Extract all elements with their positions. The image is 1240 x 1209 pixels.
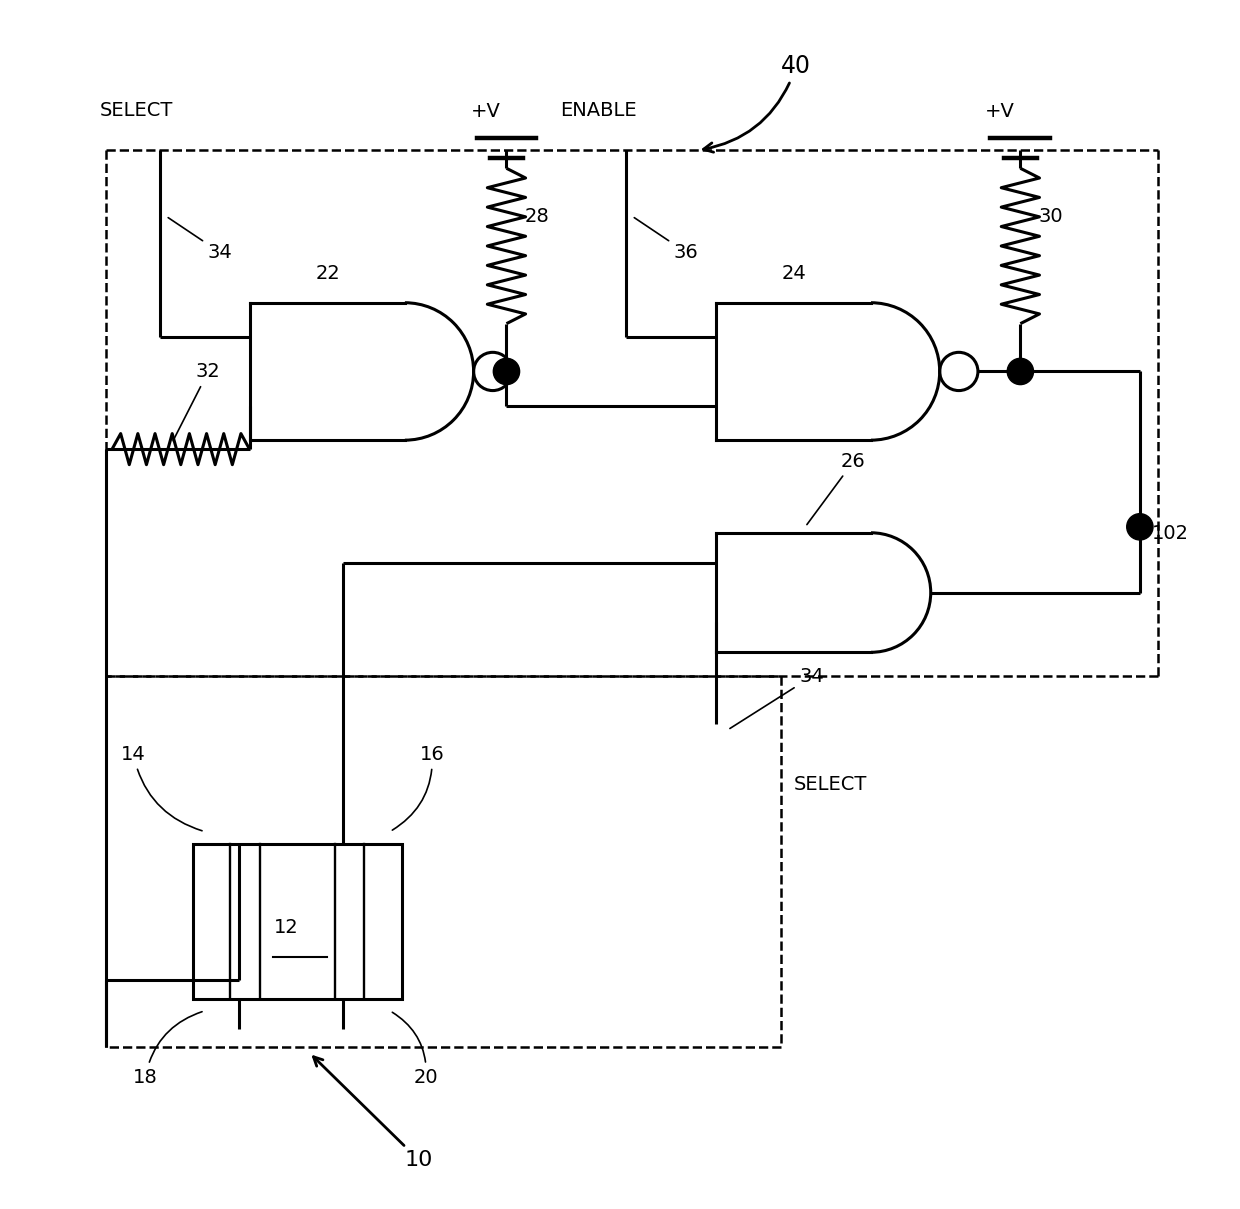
Text: 18: 18 [133, 1012, 202, 1087]
Text: 12: 12 [273, 918, 298, 937]
Text: 40: 40 [703, 53, 811, 152]
Text: 30: 30 [1038, 207, 1063, 226]
Text: 14: 14 [122, 745, 202, 831]
Text: 102: 102 [1152, 523, 1189, 543]
Text: +V: +V [471, 102, 501, 121]
Circle shape [1007, 358, 1033, 384]
Text: +V: +V [985, 102, 1014, 121]
Text: ENABLE: ENABLE [560, 102, 637, 121]
Circle shape [494, 358, 520, 384]
Text: 22: 22 [315, 264, 340, 283]
Text: 24: 24 [781, 264, 806, 283]
Text: 16: 16 [392, 745, 445, 831]
Text: 10: 10 [314, 1057, 433, 1170]
Text: SELECT: SELECT [100, 102, 174, 121]
Circle shape [1127, 514, 1153, 540]
Text: 26: 26 [807, 452, 866, 525]
Text: 36: 36 [634, 218, 698, 262]
Bar [192, 844, 402, 999]
Text: 34: 34 [169, 218, 232, 262]
Text: 34: 34 [730, 667, 825, 729]
Text: SELECT: SELECT [794, 775, 867, 794]
Text: 20: 20 [392, 1012, 439, 1087]
Text: 32: 32 [174, 363, 221, 441]
Text: 28: 28 [525, 207, 549, 226]
